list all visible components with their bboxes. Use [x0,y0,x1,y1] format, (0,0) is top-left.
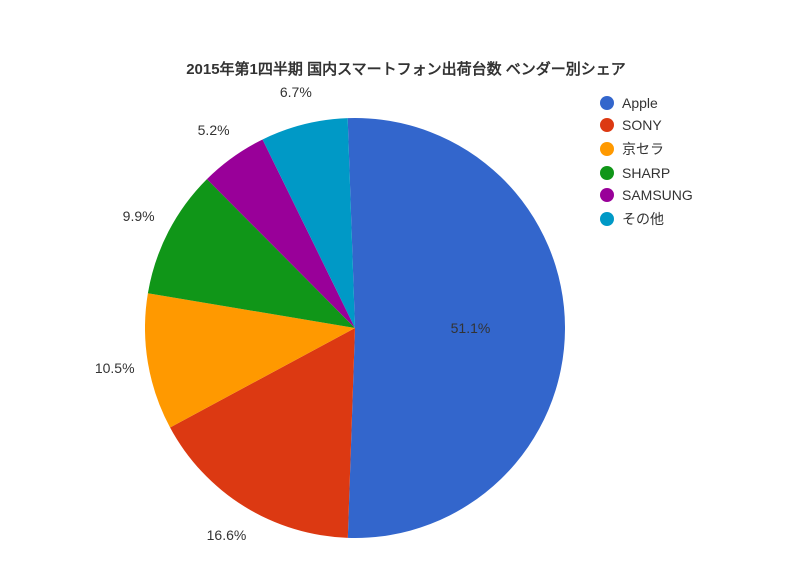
legend-label: SHARP [622,165,670,181]
pie-slice-label: 16.6% [207,527,247,543]
legend-label: 京セラ [622,139,664,159]
pie-slice-label: 9.9% [123,208,155,224]
legend-item: SHARP [600,165,693,181]
legend-item: 京セラ [600,139,693,159]
chart-container: 2015年第1四半期 国内スマートフォン出荷台数 ベンダー別シェア 51.1%1… [0,0,812,585]
pie-slice-label: 6.7% [280,84,312,100]
legend: Apple SONY 京セラ SHARP SAMSUNG その他 [600,95,693,235]
pie-chart: 51.1%16.6%10.5%9.9%5.2%6.7% [145,118,565,538]
legend-label: その他 [622,209,664,229]
legend-swatch [600,118,614,132]
legend-item: SONY [600,117,693,133]
legend-label: SONY [622,117,662,133]
legend-item: その他 [600,209,693,229]
legend-label: Apple [622,95,658,111]
legend-swatch [600,166,614,180]
legend-swatch [600,212,614,226]
legend-item: SAMSUNG [600,187,693,203]
legend-item: Apple [600,95,693,111]
legend-swatch [600,188,614,202]
pie-slice-label: 10.5% [95,360,135,376]
chart-title: 2015年第1四半期 国内スマートフォン出荷台数 ベンダー別シェア [0,58,812,79]
pie-slice-label: 5.2% [198,122,230,138]
legend-swatch [600,96,614,110]
pie-slice-label: 51.1% [451,320,491,336]
legend-swatch [600,142,614,156]
pie-svg [145,118,565,538]
legend-label: SAMSUNG [622,187,693,203]
